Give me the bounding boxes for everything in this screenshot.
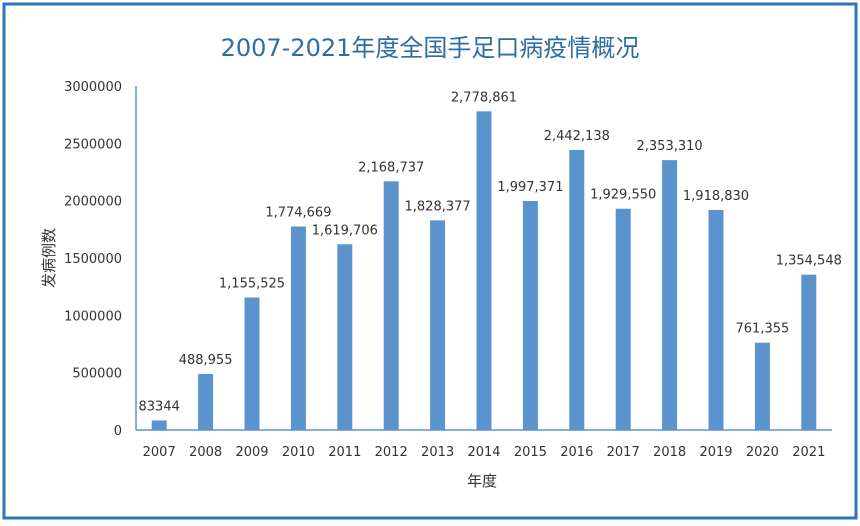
y-tick-label: 2000000 — [64, 195, 122, 210]
x-tick-label: 2017 — [607, 445, 640, 460]
x-tick-label: 2021 — [792, 445, 825, 460]
y-ticks: 0 500000 1000000 1500000 2000000 2500000 30000… — [64, 80, 122, 439]
bar-2016 — [569, 149, 585, 430]
data-label: 488,955 — [179, 353, 233, 368]
data-label: 1,619,706 — [312, 223, 378, 238]
bar-2013 — [430, 220, 446, 430]
data-label: 1,774,669 — [265, 206, 331, 221]
y-tick-label: 1000000 — [64, 309, 122, 324]
y-axis-label: 发病例数 — [40, 228, 58, 288]
x-tick-label: 2012 — [375, 445, 408, 460]
bar-2018 — [662, 160, 678, 430]
x-tick-label: 2018 — [653, 445, 686, 460]
data-label: 1,997,371 — [497, 180, 563, 195]
x-tick-label: 2010 — [282, 445, 315, 460]
x-tick-label: 2020 — [746, 445, 779, 460]
data-label: 2,778,861 — [451, 90, 517, 105]
y-tick-label: 1500000 — [64, 252, 122, 267]
data-label: 1,929,550 — [590, 188, 656, 203]
bar-2019 — [708, 209, 724, 430]
y-tick-label: 2500000 — [64, 137, 122, 152]
x-tick-label: 2015 — [514, 445, 547, 460]
x-tick-label: 2008 — [189, 445, 222, 460]
bar-2011 — [337, 244, 353, 430]
data-label: 83344 — [139, 399, 180, 414]
bar-2020 — [754, 342, 770, 430]
x-tick-label: 2014 — [467, 445, 500, 460]
bar-2010 — [290, 226, 306, 430]
x-tick-label: 2009 — [235, 445, 268, 460]
x-tick-label: 2013 — [421, 445, 454, 460]
bar-2021 — [801, 274, 817, 430]
bar-2015 — [522, 200, 538, 430]
bar-2009 — [244, 297, 260, 430]
data-label: 1,354,548 — [776, 254, 842, 269]
bar-2012 — [383, 181, 399, 430]
x-axis-label: 年度 — [467, 472, 497, 490]
x-ticks: 2007 2008 2009 2010 2011 2012 2013 2014 2015 2016… — [143, 445, 826, 460]
bar-2008 — [198, 373, 214, 430]
chart-title: 2007-2021年度全国手足口病疫情概况 — [221, 34, 640, 62]
x-tick-label: 2019 — [699, 445, 732, 460]
data-label: 2,442,138 — [544, 129, 610, 144]
bar-2007 — [151, 420, 167, 430]
bars — [151, 111, 817, 430]
x-tick-label: 2011 — [328, 445, 361, 460]
data-labels: 83344 488,955 1,155,525 1,774,669 1,619,706 2… — [139, 90, 842, 414]
x-tick-label: 2016 — [560, 445, 593, 460]
data-label: 2,168,737 — [358, 160, 424, 175]
y-tick-label: 0 — [114, 424, 122, 439]
x-tick-label: 2007 — [143, 445, 176, 460]
y-tick-label: 500000 — [72, 367, 122, 382]
data-label: 761,355 — [736, 322, 790, 337]
data-label: 1,918,830 — [683, 189, 749, 204]
data-label: 1,155,525 — [219, 276, 285, 291]
bar-2014 — [476, 111, 492, 430]
y-tick-label: 3000000 — [64, 80, 122, 95]
data-label: 2,353,310 — [637, 139, 703, 154]
bar-2017 — [615, 208, 631, 430]
data-label: 1,828,377 — [405, 199, 471, 214]
